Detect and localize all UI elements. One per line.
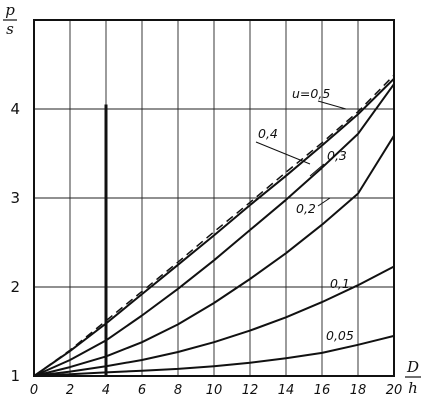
series-line-2 [33,83,395,377]
series-line-5 [33,334,395,377]
label-leaders [255,100,347,207]
x-tick-label-16: 16 [314,383,331,398]
y-tick-labels: 1 2 3 4 [10,100,20,385]
series-line-1 [33,77,395,377]
series-label-0-3: 0,3 [327,148,347,163]
x-tick-labels: 0 2 4 6 8 10 12 14 16 18 20 [30,383,402,398]
x-tick-label-4: 4 [102,383,110,398]
x-axis-label-top: D [406,358,419,376]
plot-frame [33,19,395,377]
series-labels: u=0,5 0,4 0,3 0,2 0,1 0,05 [258,86,354,343]
y-tick-label-1: 1 [10,367,20,385]
y-tick-label-4: 4 [10,100,20,118]
leader-0-3 [309,163,325,177]
series-line-4 [33,265,395,377]
x-tick-label-10: 10 [206,383,223,398]
y-axis-label-bottom: s [6,20,14,38]
y-tick-label-3: 3 [10,189,20,207]
series-label-0-4: 0,4 [258,126,278,141]
series-line-3 [33,135,395,377]
x-axis-label-bottom: h [408,379,418,397]
y-axis-label-top: p [5,1,15,19]
x-tick-label-14: 14 [278,383,295,398]
series-lines [33,74,395,377]
series-label-0-5: u=0,5 [292,86,330,101]
series-label-0-2: 0,2 [296,201,316,216]
leader-0-2 [317,197,331,207]
leader-0-5 [317,100,347,110]
x-axis-label: D h [405,358,421,397]
y-axis-label: p s [3,1,17,38]
x-tick-label-18: 18 [350,383,367,398]
grid-lines [33,20,395,376]
series-label-0-1: 0,1 [330,276,350,291]
series-label-0-05: 0,05 [326,328,354,343]
x-tick-label-2: 2 [66,383,74,398]
x-tick-label-8: 8 [174,383,182,398]
leader-0-4 [255,141,311,165]
x-tick-label-0: 0 [30,383,38,398]
x-tick-label-20: 20 [386,383,403,398]
y-tick-label-2: 2 [10,278,20,296]
x-tick-label-12: 12 [242,383,259,398]
x-tick-label-6: 6 [138,383,146,398]
